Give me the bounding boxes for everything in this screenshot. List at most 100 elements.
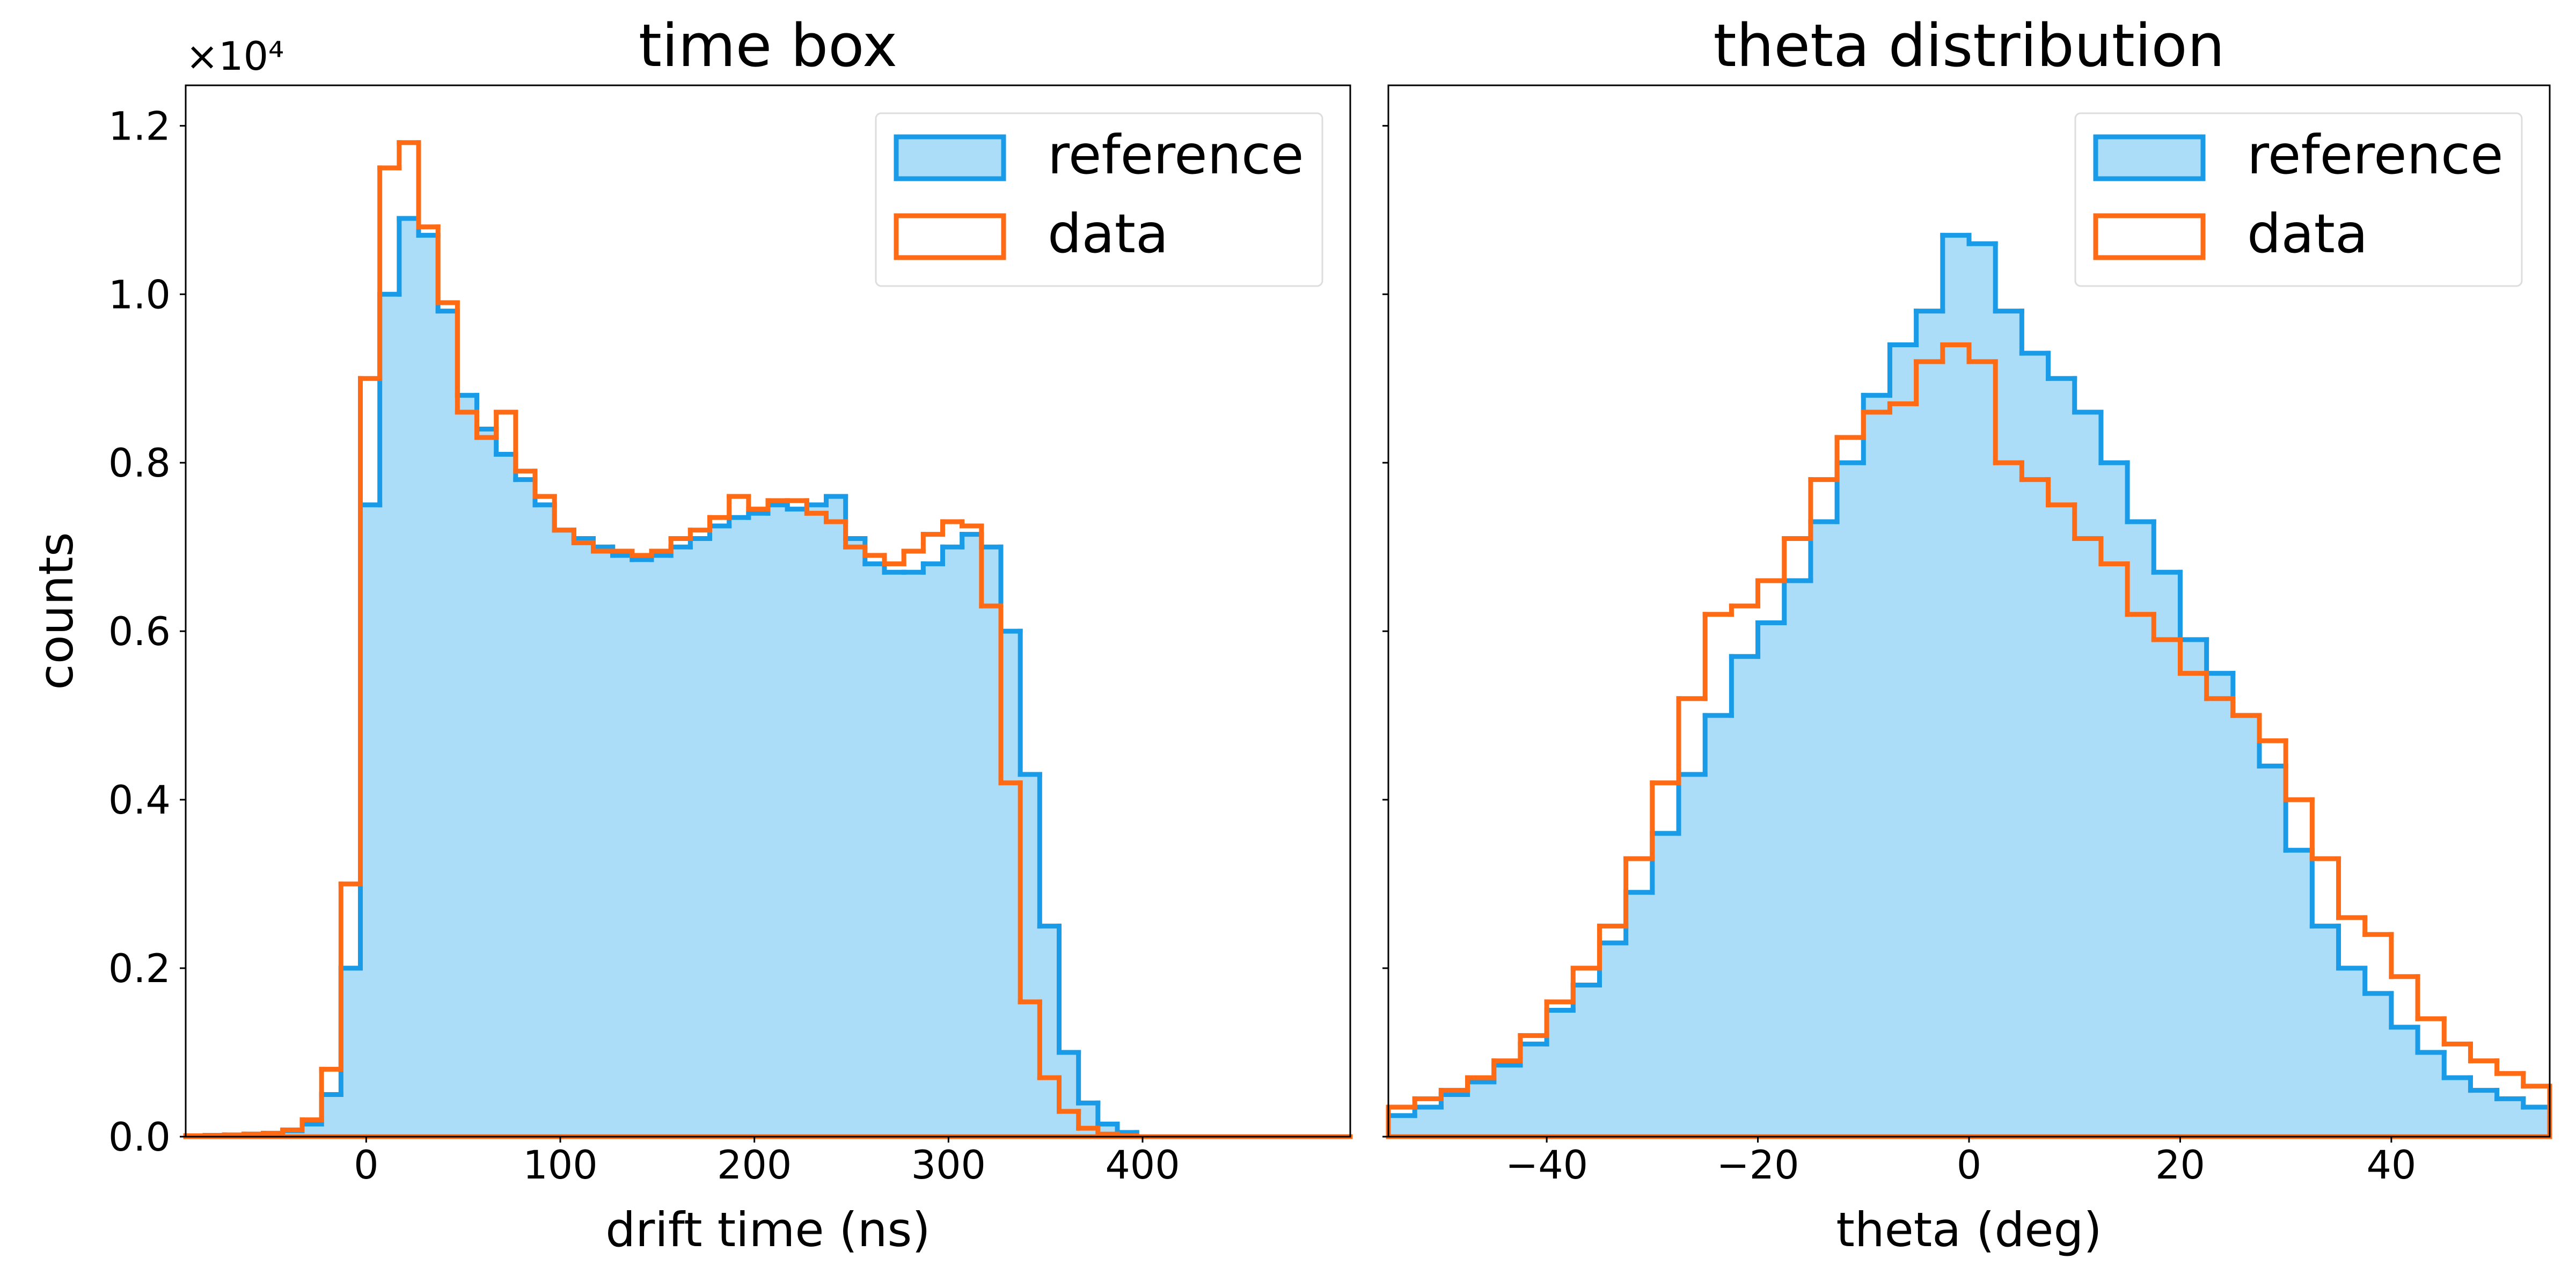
- histogram-bar: [535, 504, 555, 1137]
- histogram-bar: [496, 454, 516, 1137]
- y-offset-text: ×10⁴: [186, 34, 284, 79]
- legend-label: data: [1048, 202, 1168, 265]
- histogram-bar: [962, 534, 982, 1137]
- legend-label: reference: [2247, 123, 2504, 186]
- x-tick-label: −40: [1505, 1143, 1588, 1188]
- histogram-bar: [1020, 774, 1040, 1137]
- x-tick-label: 300: [911, 1143, 986, 1188]
- histogram-bar: [690, 538, 710, 1137]
- y-tick-label: 0.2: [108, 946, 171, 992]
- histogram-bar: [2154, 572, 2180, 1137]
- x-tick-label: 0: [1957, 1143, 1981, 1188]
- histogram-bar: [845, 538, 866, 1137]
- histogram-bar: [807, 504, 826, 1137]
- histogram-bar: [1494, 1065, 1521, 1137]
- histogram-bar: [1573, 985, 1600, 1137]
- histogram-bar: [2444, 1078, 2471, 1137]
- histogram-bar: [981, 547, 1001, 1137]
- histogram-bar: [612, 555, 633, 1137]
- histogram-bar: [768, 504, 788, 1137]
- histogram-bar: [748, 513, 769, 1137]
- histogram-bar: [2391, 1027, 2418, 1137]
- y-tick-label: 0.6: [108, 609, 171, 655]
- histogram-bar: [787, 509, 807, 1137]
- histogram-bar: [477, 429, 497, 1137]
- y-tick-label: 1.2: [108, 104, 171, 149]
- x-tick-label: 400: [1105, 1143, 1180, 1188]
- histogram-bar: [884, 572, 904, 1137]
- histogram-bar: [1415, 1107, 1441, 1137]
- histogram-bar: [1784, 580, 1811, 1137]
- histogram-bar: [515, 479, 536, 1137]
- histogram-bar: [709, 525, 730, 1137]
- x-tick-label: 0: [354, 1143, 378, 1188]
- legend-swatch: [894, 134, 1006, 181]
- histogram-bar: [1001, 631, 1021, 1137]
- histogram-bar: [1731, 656, 1759, 1137]
- histogram-bar: [282, 1131, 303, 1137]
- histogram-bar: [904, 572, 924, 1137]
- histogram-bar: [593, 547, 613, 1137]
- histogram-bar: [942, 547, 963, 1137]
- histogram-bar: [826, 496, 846, 1137]
- histogram-bar: [1679, 774, 1706, 1137]
- histogram-bar: [2048, 378, 2075, 1137]
- x-tick-label: 20: [2155, 1143, 2205, 1188]
- histogram-bar: [554, 530, 574, 1137]
- histogram-bar: [2101, 463, 2128, 1137]
- histogram-bar: [1547, 1010, 1574, 1137]
- legend-swatch: [2093, 134, 2206, 181]
- histogram-bar: [1652, 833, 1679, 1137]
- histogram-bar: [2022, 353, 2049, 1137]
- histogram-bar: [399, 218, 419, 1137]
- histogram-bar: [1810, 522, 1838, 1137]
- y-tick-label: 0.8: [108, 441, 171, 486]
- histogram-bar: [1059, 1052, 1079, 1137]
- histogram-bar: [1916, 311, 1943, 1137]
- histogram-bar: [2286, 850, 2312, 1137]
- histogram-bar: [1078, 1103, 1099, 1137]
- histogram-bar: [1942, 235, 1970, 1137]
- x-tick-label: 100: [523, 1143, 597, 1188]
- histogram-bar: [1599, 942, 1627, 1137]
- histogram-bar: [341, 968, 361, 1137]
- histogram-bar: [302, 1124, 322, 1137]
- histogram-bar: [2206, 673, 2234, 1137]
- y-axis-label: counts: [28, 532, 84, 690]
- axes-frame: [185, 84, 1351, 1138]
- histogram-bar: [2338, 968, 2366, 1137]
- histogram-bar: [2074, 412, 2102, 1137]
- legend-label: reference: [1048, 123, 1304, 186]
- histogram-bar: [2365, 993, 2392, 1137]
- histogram-bar: [671, 547, 691, 1137]
- x-tick-label: −20: [1717, 1143, 1799, 1188]
- histogram-bar: [379, 294, 400, 1137]
- histogram-bar: [1969, 244, 1996, 1137]
- histogram-bar: [1520, 1044, 1547, 1137]
- histogram-bar: [1758, 623, 1785, 1137]
- histogram-bar: [729, 517, 749, 1137]
- legend-label: data: [2247, 202, 2368, 265]
- histogram-bar: [1388, 1115, 1415, 1137]
- histogram-bar: [1837, 463, 1864, 1137]
- histogram-bar: [2127, 522, 2154, 1137]
- histogram-bar: [2259, 766, 2286, 1137]
- histogram-bar: [923, 564, 943, 1137]
- y-tick-label: 0.0: [108, 1115, 171, 1160]
- histogram-bar: [2470, 1090, 2498, 1137]
- histogram-bar: [1467, 1081, 1495, 1137]
- histogram-bar: [1441, 1094, 1468, 1137]
- histogram-bar: [360, 504, 380, 1137]
- histogram-bar: [419, 235, 438, 1137]
- histogram-bar: [1705, 715, 1732, 1137]
- histogram-bar: [632, 559, 652, 1137]
- x-tick-label: 40: [2366, 1143, 2416, 1188]
- histogram-bar: [321, 1094, 341, 1137]
- y-tick-label: 1.0: [108, 272, 171, 318]
- y-tick-label: 0.4: [108, 778, 171, 823]
- chart-title: time box: [639, 11, 897, 80]
- histogram-bar: [2312, 926, 2339, 1137]
- histogram-bar: [1890, 345, 1917, 1137]
- x-axis-label: drift time (ns): [605, 1202, 930, 1257]
